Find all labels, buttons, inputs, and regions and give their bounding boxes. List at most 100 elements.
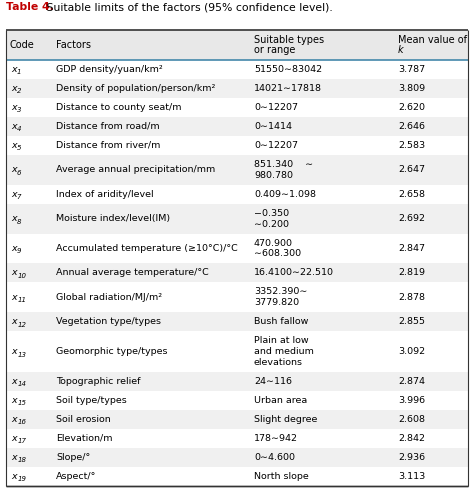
Text: 2.583: 2.583 (398, 141, 425, 150)
Text: 3.092: 3.092 (398, 347, 425, 356)
Text: North slope: North slope (254, 472, 309, 481)
Bar (6, 234, 468, 264)
Text: Slope/°: Slope/° (56, 453, 90, 462)
Text: Elevation/m: Elevation/m (56, 434, 112, 443)
Text: Geomorphic type/types: Geomorphic type/types (56, 347, 167, 356)
Text: 2.874: 2.874 (398, 377, 425, 386)
Bar (6, 391, 468, 410)
Bar (6, 185, 468, 204)
Text: Topographic relief: Topographic relief (56, 377, 140, 386)
Bar (6, 155, 468, 185)
Text: Bush fallow: Bush fallow (254, 317, 309, 326)
Text: x: x (11, 434, 17, 443)
Text: Urban area: Urban area (254, 396, 307, 405)
Text: 2.842: 2.842 (398, 434, 425, 443)
Text: Global radiation/MJ/m²: Global radiation/MJ/m² (56, 293, 162, 302)
Text: 2.620: 2.620 (398, 103, 425, 112)
Text: Aspect/°: Aspect/° (56, 472, 96, 481)
Text: Factors: Factors (56, 40, 91, 50)
Text: GDP density/yuan/km²: GDP density/yuan/km² (56, 65, 163, 74)
Text: 12: 12 (18, 322, 27, 328)
Bar (6, 448, 468, 467)
Text: and medium: and medium (254, 347, 314, 356)
Text: 6: 6 (17, 170, 21, 176)
Text: Slight degree: Slight degree (254, 415, 318, 424)
Text: 3: 3 (17, 107, 21, 113)
Text: Soil type/types: Soil type/types (56, 396, 127, 405)
Text: 24∼116: 24∼116 (254, 377, 292, 386)
Text: 13: 13 (18, 351, 27, 358)
Text: 2.658: 2.658 (398, 190, 425, 199)
Text: x: x (11, 165, 17, 174)
Text: 3352.390∼: 3352.390∼ (254, 288, 307, 296)
Text: 2.855: 2.855 (398, 317, 425, 326)
Text: 51550∼83042: 51550∼83042 (254, 65, 322, 74)
Text: 2.819: 2.819 (398, 269, 425, 277)
Text: x: x (11, 214, 17, 223)
Bar (6, 117, 468, 136)
Text: 3.113: 3.113 (398, 472, 425, 481)
Bar (6, 372, 468, 391)
Text: 2.936: 2.936 (398, 453, 425, 462)
Text: or range: or range (254, 45, 295, 55)
Bar (6, 410, 468, 429)
Bar (6, 79, 468, 98)
Text: Table 4.: Table 4. (6, 2, 54, 12)
Bar (6, 331, 468, 372)
Text: 2.608: 2.608 (398, 415, 425, 424)
Text: x: x (11, 396, 17, 405)
Text: Code: Code (10, 40, 35, 50)
Text: Moisture index/level(IM): Moisture index/level(IM) (56, 214, 170, 223)
Bar (6, 98, 468, 117)
Text: 1: 1 (17, 69, 21, 75)
Text: x: x (11, 141, 17, 150)
Text: Vegetation type/types: Vegetation type/types (56, 317, 161, 326)
Text: Annual average temperature/°C: Annual average temperature/°C (56, 269, 209, 277)
Text: x: x (11, 122, 17, 131)
Text: x: x (11, 377, 17, 386)
Text: Suitable types: Suitable types (254, 34, 324, 45)
Text: k: k (398, 45, 404, 55)
Text: ∼608.300: ∼608.300 (254, 249, 301, 258)
Text: 10: 10 (18, 273, 27, 279)
Text: 9: 9 (17, 248, 21, 254)
Text: x: x (11, 347, 17, 356)
Text: 0.409∼1.098: 0.409∼1.098 (254, 190, 316, 199)
Text: 16: 16 (18, 419, 27, 425)
Text: −0.350: −0.350 (254, 209, 289, 218)
Text: 5: 5 (17, 146, 21, 151)
Text: elevations: elevations (254, 358, 303, 367)
Text: Distance to county seat/m: Distance to county seat/m (56, 103, 182, 112)
Text: 7: 7 (17, 194, 21, 200)
Text: 0∼12207: 0∼12207 (254, 103, 298, 112)
Bar (6, 136, 468, 155)
Text: x: x (11, 84, 17, 93)
Text: Suitable limits of the factors (95% confidence level).: Suitable limits of the factors (95% conf… (43, 2, 333, 12)
Text: Accumulated temperature (≥10°C)/°C: Accumulated temperature (≥10°C)/°C (56, 244, 238, 253)
Bar (6, 312, 468, 331)
Text: 2.646: 2.646 (398, 122, 425, 131)
Text: x: x (11, 317, 17, 326)
Text: 3.809: 3.809 (398, 84, 425, 93)
Text: 4: 4 (17, 126, 21, 132)
Text: 17: 17 (18, 439, 27, 444)
Text: 980.780: 980.780 (254, 171, 293, 180)
Text: x: x (11, 190, 17, 199)
Text: 11: 11 (18, 297, 27, 303)
Text: 3.787: 3.787 (398, 65, 425, 74)
Text: x: x (11, 269, 17, 277)
Text: 0∼1414: 0∼1414 (254, 122, 292, 131)
Text: Density of population/person/km²: Density of population/person/km² (56, 84, 215, 93)
Text: 16.4100∼22.510: 16.4100∼22.510 (254, 269, 334, 277)
Bar (6, 30, 468, 60)
Bar (6, 204, 468, 234)
Text: Distance from road/m: Distance from road/m (56, 122, 160, 131)
Text: 851.340    ∼: 851.340 ∼ (254, 160, 313, 169)
Text: x: x (11, 103, 17, 112)
Text: 19: 19 (18, 476, 27, 483)
Text: 0∼12207: 0∼12207 (254, 141, 298, 150)
Text: Average annual precipitation/mm: Average annual precipitation/mm (56, 165, 215, 174)
Text: ∼0.200: ∼0.200 (254, 220, 289, 228)
Text: 2.692: 2.692 (398, 214, 425, 223)
Text: 470.900: 470.900 (254, 239, 293, 247)
